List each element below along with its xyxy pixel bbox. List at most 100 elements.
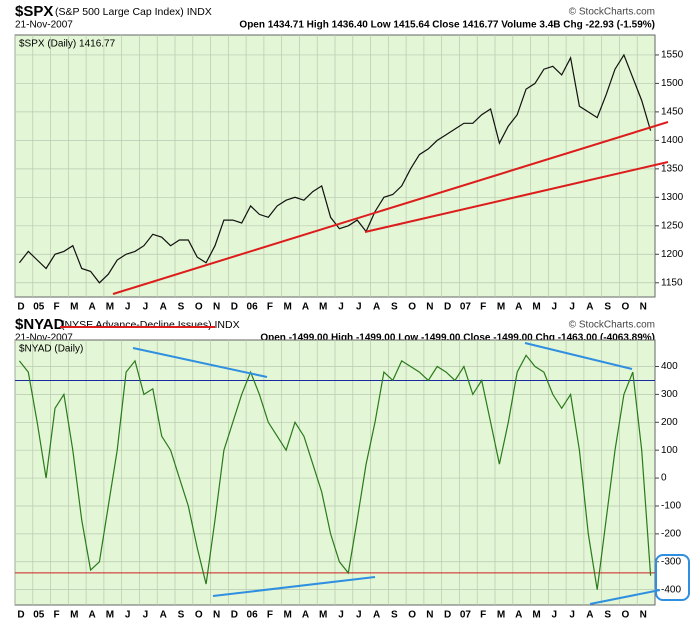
x-tick-label: D (444, 302, 451, 313)
x-tick-label: O (195, 610, 203, 621)
x-tick-label: M (283, 610, 291, 621)
x-tick-label: 06 (247, 302, 259, 313)
x-tick-label: S (178, 610, 185, 621)
x-tick-label: O (622, 610, 630, 621)
y-tick-label: 300 (661, 389, 678, 400)
x-tick-label: O (408, 302, 416, 313)
x-tick-label: 05 (33, 302, 45, 313)
x-tick-label: J (143, 302, 149, 313)
x-tick-label: M (70, 302, 78, 313)
y-tick-label: 1550 (661, 50, 684, 61)
x-tick-label: M (319, 302, 327, 313)
x-tick-label: J (338, 610, 344, 621)
y-tick-label: -100 (661, 501, 681, 512)
y-tick-label: 200 (661, 417, 678, 428)
x-tick-label: S (391, 302, 398, 313)
x-tick-label: M (497, 302, 505, 313)
trendline (212, 576, 376, 597)
panel-description: (S&P 500 Large Cap Index) INDX (55, 6, 212, 18)
date: 21-Nov-2007 (15, 20, 73, 31)
legend: $NYAD (Daily) (19, 344, 83, 355)
series-line (18, 354, 652, 590)
date: 21-Nov-2007 (15, 333, 73, 344)
y-tick-label: 1250 (661, 220, 684, 231)
x-tick-label: M (106, 610, 114, 621)
x-tick-label: 06 (247, 610, 259, 621)
y-tick-label: -300 (661, 556, 681, 567)
x-tick-label: J (125, 302, 131, 313)
x-tick-label: O (195, 302, 203, 313)
x-tick-label: J (552, 610, 558, 621)
x-tick-label: J (143, 610, 149, 621)
x-tick-label: A (373, 610, 380, 621)
x-tick-label: D (444, 610, 451, 621)
x-tick-label: M (106, 302, 114, 313)
trendline (364, 161, 669, 233)
x-tick-label: J (356, 610, 362, 621)
x-tick-label: F (480, 610, 486, 621)
x-tick-label: A (88, 302, 95, 313)
x-tick-label: F (54, 610, 60, 621)
x-tick-label: N (213, 302, 220, 313)
quote: Open -1499.00 High -1499.00 Low -1499.00… (260, 333, 655, 344)
x-tick-label: A (302, 302, 309, 313)
x-tick-label: J (356, 302, 362, 313)
x-tick-label: M (283, 302, 291, 313)
x-tick-label: N (640, 302, 647, 313)
x-tick-label: O (622, 302, 630, 313)
x-tick-label: F (267, 610, 273, 621)
x-tick-label: A (373, 302, 380, 313)
y-tick-label: 1350 (661, 163, 684, 174)
y-tick-label: 1150 (661, 277, 683, 288)
x-tick-label: J (569, 302, 575, 313)
trendline (524, 342, 633, 370)
y-tick-label: 1500 (661, 78, 684, 89)
x-tick-label: 07 (460, 610, 472, 621)
x-tick-label: A (302, 610, 309, 621)
x-tick-label: M (532, 302, 540, 313)
legend: $SPX (Daily) 1416.77 (19, 39, 116, 50)
trendline (112, 121, 669, 295)
x-tick-label: D (231, 610, 238, 621)
x-tick-label: M (532, 610, 540, 621)
x-tick-label: D (17, 302, 24, 313)
x-tick-label: 05 (33, 610, 45, 621)
x-tick-label: N (213, 610, 220, 621)
y-tick-label: 400 (661, 361, 678, 372)
x-tick-label: F (480, 302, 486, 313)
panel-description: (NYSE Advance-Decline Issues) INDX (61, 319, 240, 331)
watermark: © StockCharts.com (569, 320, 655, 331)
y-tick-label: 1300 (661, 192, 684, 203)
x-tick-label: A (515, 610, 522, 621)
quote: Open 1434.71 High 1436.40 Low 1415.64 Cl… (239, 20, 655, 31)
x-tick-label: J (338, 302, 344, 313)
x-tick-label: A (88, 610, 95, 621)
panel-title: $NYAD (15, 316, 65, 333)
y-tick-label: 1200 (661, 249, 684, 260)
x-tick-label: D (231, 302, 238, 313)
x-tick-label: S (604, 302, 611, 313)
trendline (132, 347, 268, 378)
x-tick-label: M (70, 610, 78, 621)
x-tick-label: A (586, 610, 593, 621)
x-tick-label: F (54, 302, 60, 313)
highlight-box (655, 554, 690, 601)
x-tick-label: J (552, 302, 558, 313)
x-tick-label: A (160, 610, 167, 621)
x-tick-label: N (426, 302, 433, 313)
x-tick-label: A (515, 302, 522, 313)
y-tick-label: 1400 (661, 135, 684, 146)
x-tick-label: S (391, 610, 398, 621)
x-tick-label: J (125, 610, 131, 621)
y-tick-label: 1450 (661, 107, 684, 118)
x-tick-label: 07 (460, 302, 472, 313)
trendline (589, 589, 661, 605)
x-tick-label: O (408, 610, 416, 621)
x-tick-label: A (586, 302, 593, 313)
x-tick-label: N (640, 610, 647, 621)
x-tick-label: N (426, 610, 433, 621)
watermark: © StockCharts.com (569, 7, 655, 18)
x-tick-label: M (319, 610, 327, 621)
y-tick-label: -200 (661, 529, 681, 540)
